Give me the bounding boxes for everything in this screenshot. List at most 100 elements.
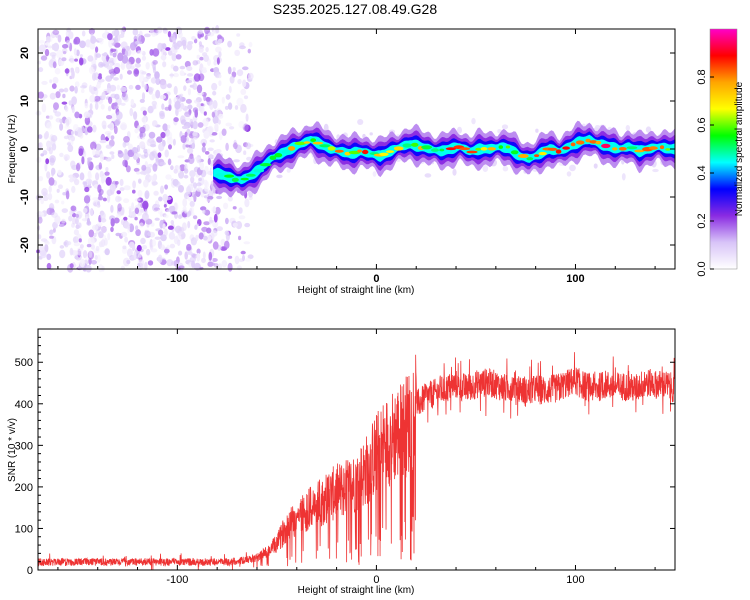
spectrogram-noise-cell [189, 118, 194, 125]
spectrogram-noise-cell [243, 241, 251, 245]
spectrogram-noise-cell [94, 95, 101, 102]
spectrogram-noise-cell [180, 135, 187, 144]
spectrogram-noise-cell [144, 230, 151, 238]
spectrogram-noise-cell [56, 49, 64, 59]
spectrogram-noise-cell [76, 163, 81, 172]
spectrogram-noise-cell [132, 189, 136, 194]
spectrogram-noise-cell [162, 223, 166, 230]
spectrogram-noise-cell [211, 206, 217, 213]
spectrogram-noise-cell [236, 97, 244, 107]
spectrogram-ridge-peak [379, 152, 389, 156]
spectrogram-noise-cell [191, 142, 196, 149]
spectrogram-noise-cell [105, 144, 113, 149]
spectrogram-noise-cell [535, 128, 539, 133]
spectrogram-noise-cell [116, 84, 120, 91]
spectrogram-noise-cell [621, 173, 626, 181]
spectrogram-noise-cell [211, 82, 218, 91]
spectrogram-noise-cell [163, 204, 167, 208]
spectrogram-ridge-peak [421, 145, 433, 150]
spectrogram-noise-cell [75, 213, 79, 218]
spectrogram-noise-cell [88, 84, 93, 93]
spectrogram-noise-cell [163, 248, 170, 254]
spectrogram-noise-cell [89, 103, 93, 111]
spectrogram-noise-cell [194, 224, 198, 230]
spectrogram-noise-cell [90, 244, 95, 250]
spectrogram-noise-cell [232, 67, 236, 72]
snr-frame [37, 328, 676, 571]
spectrogram-noise-cell [100, 104, 105, 110]
snr-y-label: SNR (10 * v/v) [7, 418, 18, 482]
spectrogram-noise-cell [129, 241, 135, 249]
spectrogram-noise-cell [139, 260, 144, 267]
spectrogram-noise-cell [107, 124, 113, 129]
spectrogram-noise-cell [40, 238, 48, 242]
spectrogram-noise-cell [116, 213, 122, 218]
spectrogram-ridge-peak [562, 146, 570, 150]
spectrogram-noise-cell [132, 28, 139, 36]
spectrogram-noise-cell [141, 245, 148, 250]
spectrogram-noise-cell [191, 253, 198, 259]
spectrogram-noise-cell [87, 126, 93, 133]
spectrogram-noise-cell [501, 124, 509, 130]
spectrogram-noise-cell [134, 63, 141, 68]
spectrogram-noise-cell [90, 35, 97, 44]
spectrogram-noise-cell [87, 237, 95, 246]
spectrogram-noise-cell [95, 245, 100, 252]
spectrogram-noise-cell [98, 162, 103, 170]
spectrogram-noise-cell [147, 105, 154, 114]
spectrogram-noise-cell [164, 228, 168, 237]
spectrogram-noise-cell [118, 34, 125, 38]
spectrogram-noise-cell [51, 167, 56, 175]
spectrogram-noise-cell [96, 38, 104, 41]
spectrogram-noise-cell [157, 254, 163, 264]
spectrogram-noise-cell [595, 125, 601, 130]
spectrogram-noise-cell [236, 69, 244, 77]
spectrogram-noise-cell [125, 61, 132, 70]
spectrogram-noise-cell [108, 57, 114, 61]
spectrogram-noise-cell [192, 215, 198, 220]
spectrogram-noise-cell [167, 124, 171, 129]
spectrogram-ridge-peak [538, 151, 547, 156]
spectrogram-noise-cell [89, 209, 94, 216]
spectrogram-noise-cell [136, 33, 142, 42]
spectrogram-noise-cell [73, 124, 79, 132]
spectrogram-noise-cell [204, 209, 211, 216]
spectrogram-noise-cell [204, 151, 210, 155]
spectrogram-noise-cell [192, 82, 198, 90]
spectrogram-noise-cell [92, 72, 97, 81]
spectrogram-ridge-peak [575, 140, 585, 145]
spectrogram-ridge-peak [445, 147, 457, 151]
spectrogram-noise-cell [194, 156, 201, 160]
spectrogram-noise-cell [154, 236, 161, 240]
spectrogram-noise-cell [144, 33, 151, 38]
spectrogram-noise-cell [286, 167, 291, 173]
spectrogram-noise-cell [223, 202, 229, 210]
spectrogram-noise-cell [82, 207, 88, 214]
snr-y-tick-label: 300 [15, 440, 33, 452]
spectrogram-noise-cell [187, 41, 194, 45]
spectrogram-noise-cell [106, 87, 112, 94]
spectrogram-noise-cell [104, 248, 110, 256]
colorbar-tick-label: 0.4 [696, 165, 708, 180]
spectrogram-noise-cell [123, 216, 128, 221]
spectrogram-noise-cell [228, 85, 232, 94]
spectrogram-noise-cell [238, 45, 246, 50]
spectrogram-noise-cell [65, 190, 70, 200]
spectrogram-noise-cell [178, 185, 184, 193]
spectrogram-x-tick-label: -100 [166, 273, 188, 285]
spectrogram-x-label: Height of straight line (km) [298, 285, 415, 296]
spectrogram-noise-cell [238, 121, 245, 129]
spectrogram-noise-cell [61, 57, 67, 62]
spectrogram-noise-cell [227, 196, 233, 202]
spectrogram-noise-cell [141, 117, 146, 123]
spectrogram-ridge-peak [303, 141, 311, 144]
spectrogram-noise-cell [122, 159, 128, 167]
colorbar-tick-label: 0.0 [696, 261, 708, 276]
spectrogram-noise-cell [78, 238, 82, 243]
spectrogram-noise-cell [45, 158, 50, 165]
spectrogram-noise-cell [123, 221, 131, 229]
spectrogram-ridge-peak [555, 149, 562, 154]
spectrogram-noise-cell [164, 184, 169, 190]
spectrogram-noise-cell [39, 39, 45, 44]
